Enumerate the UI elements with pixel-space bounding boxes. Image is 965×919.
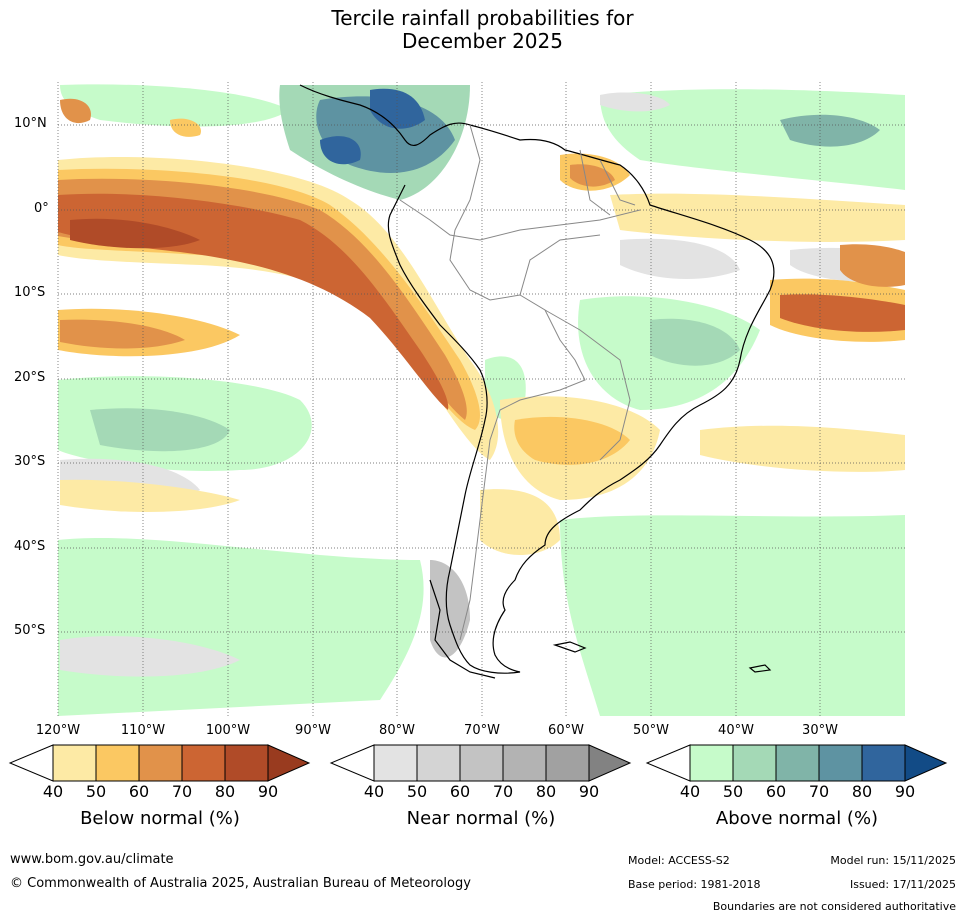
copyright-text: © Commonwealth of Australia 2025, Austra… xyxy=(10,876,471,891)
below-normal-region xyxy=(170,118,201,137)
lon-label-50w: 50°W xyxy=(633,723,669,738)
boundaries-disclaimer: Boundaries are not considered authoritat… xyxy=(712,900,956,913)
near-normal-region xyxy=(600,92,670,112)
legend-tick: 90 xyxy=(578,782,600,801)
near-normal-region xyxy=(60,636,240,677)
lat-label-0: 0° xyxy=(34,201,49,216)
lon-label-120w: 120°W xyxy=(35,723,81,738)
below-normal-region xyxy=(60,98,91,124)
map-title-line1: Tercile rainfall probabilities for xyxy=(331,6,634,30)
legend-tick: 80 xyxy=(851,782,873,801)
above-normal-region xyxy=(58,537,424,716)
lon-label-60w: 60°W xyxy=(548,723,584,738)
legend-title-below-normal: Below normal (%) xyxy=(80,808,240,829)
graticule xyxy=(57,82,905,716)
probability-field xyxy=(58,82,905,716)
legend-tick: 60 xyxy=(765,782,787,801)
above-normal-region xyxy=(650,318,740,366)
below-normal-region xyxy=(610,193,905,242)
below-normal-region xyxy=(70,218,200,249)
below-normal-region xyxy=(570,164,615,187)
legend-tick: 50 xyxy=(406,782,428,801)
base-period: Base period: 1981-2018 xyxy=(628,878,761,891)
above-normal-region xyxy=(560,515,905,716)
above-normal-region xyxy=(370,88,425,129)
below-normal-region xyxy=(514,416,630,465)
coastline xyxy=(299,84,775,679)
lon-label-100w: 100°W xyxy=(205,723,251,738)
legend-tick: 60 xyxy=(449,782,471,801)
lon-label-110w: 110°W xyxy=(120,723,166,738)
lat-label-50s: 50°S xyxy=(14,623,46,638)
legend-tick: 40 xyxy=(363,782,385,801)
lon-label-30w: 30°W xyxy=(802,723,838,738)
legend-tick: 80 xyxy=(214,782,236,801)
legend-tick: 40 xyxy=(679,782,701,801)
legend-title-near-normal: Near normal (%) xyxy=(406,808,556,829)
below-normal-region xyxy=(840,244,905,287)
legend-tick: 70 xyxy=(171,782,193,801)
lon-label-40w: 40°W xyxy=(718,723,754,738)
legend-tick: 40 xyxy=(42,782,64,801)
above-normal-region xyxy=(320,136,361,165)
above-normal-region xyxy=(780,114,880,147)
lon-label-80w: 80°W xyxy=(379,723,415,738)
issued-date: Issued: 17/11/2025 xyxy=(849,878,956,891)
near-normal-region xyxy=(620,238,740,280)
lat-label-40s: 40°S xyxy=(14,539,46,554)
below-normal-region xyxy=(60,319,185,349)
legend-tick: 90 xyxy=(257,782,279,801)
legend-tick: 80 xyxy=(535,782,557,801)
map-title-line2: December 2025 xyxy=(402,29,563,53)
lon-label-70w: 70°W xyxy=(464,723,500,738)
website-link[interactable]: www.bom.gov.au/climate xyxy=(10,852,174,867)
legend-tick: 70 xyxy=(808,782,830,801)
below-normal-region xyxy=(60,479,240,512)
above-normal-region xyxy=(60,84,290,127)
legend-tick: 50 xyxy=(722,782,744,801)
legend-tick: 90 xyxy=(894,782,916,801)
lon-label-90w: 90°W xyxy=(295,723,331,738)
below-normal-region xyxy=(480,489,560,555)
lat-label-10n: 10°N xyxy=(14,116,47,131)
country-borders xyxy=(399,124,641,641)
below-normal-region xyxy=(700,425,905,472)
below-normal-region xyxy=(780,294,905,332)
model-name: Model: ACCESS-S2 xyxy=(628,854,730,867)
above-normal-region xyxy=(90,408,230,452)
model-run-date: Model run: 15/11/2025 xyxy=(830,854,956,867)
legend-tick: 60 xyxy=(128,782,150,801)
legend-tick: 50 xyxy=(85,782,107,801)
lat-label-20s: 20°S xyxy=(14,370,46,385)
legend-tick: 70 xyxy=(492,782,514,801)
above-normal-region xyxy=(600,89,905,190)
lat-label-10s: 10°S xyxy=(14,285,46,300)
legend-title-above-normal: Above normal (%) xyxy=(715,808,879,829)
lat-label-30s: 30°S xyxy=(14,454,46,469)
near-normal-region xyxy=(430,560,470,658)
